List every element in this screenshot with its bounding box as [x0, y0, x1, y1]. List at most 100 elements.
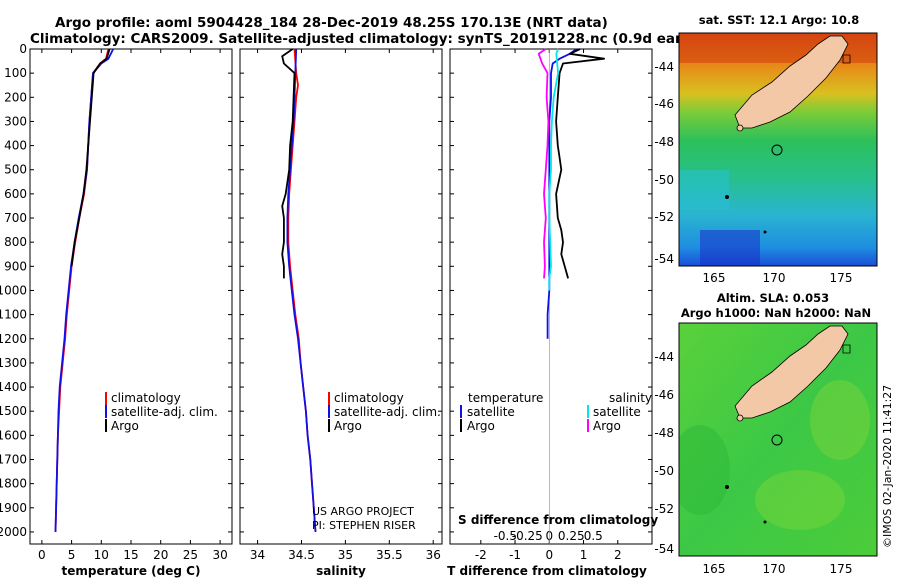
- series-line-t-satellite: [546, 48, 578, 339]
- temperature-panel: 0 5 10 15 20 25 30: [38, 48, 228, 562]
- sst-cold-patch: [700, 230, 760, 266]
- sst-lat-tick: -54: [654, 252, 674, 266]
- argo-float-location: [771, 144, 783, 156]
- x-tick-label: 15: [123, 548, 138, 562]
- sla-lat-tick: -46: [654, 388, 674, 402]
- series-line-satellite-adj-clim-: [54, 48, 115, 532]
- depth-tick-label: 1400: [0, 380, 27, 394]
- stewart-island-landmass: [736, 124, 744, 132]
- sst-lon-tick: 165: [703, 271, 726, 285]
- s-tick-label: -0.5: [494, 529, 517, 543]
- sst-lat-tick: -48: [654, 135, 674, 149]
- argo-float-location: [771, 434, 783, 446]
- legend-label-climatology: climatology: [334, 391, 404, 405]
- sla-light-patch: [810, 380, 870, 460]
- title-line-1: Argo profile: aoml 5904428_184 28-Dec-20…: [55, 15, 608, 31]
- temperature-xlabel: temperature (deg C): [62, 564, 201, 578]
- depth-tick-label: 1000: [0, 283, 27, 297]
- sst-warm-band: [679, 33, 877, 63]
- x-tick-label: -1: [509, 548, 521, 562]
- depth-tick-label: 400: [4, 139, 27, 153]
- sst-lat-tick: -44: [654, 60, 674, 74]
- x-tick-label: 1: [580, 548, 588, 562]
- legend-label-satellite: satellite-adj. clim.: [111, 405, 218, 419]
- depth-tick-label: 1500: [0, 404, 27, 418]
- x-tick-label: 34.5: [288, 548, 315, 562]
- legend-label-s-satellite: satellite: [593, 405, 641, 419]
- difference-legend: temperature salinity satellite Argo sate…: [460, 391, 652, 433]
- sst-lat-tick: -50: [654, 173, 674, 187]
- credit-pi: PI: STEPHEN RISER: [312, 519, 416, 532]
- sla-dark-patch: [679, 425, 730, 515]
- depth-tick-label: 1800: [0, 477, 27, 491]
- x-tick-label: 30: [212, 548, 227, 562]
- salinity-panel: 34 34.5 35 35.5 36: [250, 48, 441, 562]
- x-tick-label: 10: [94, 548, 109, 562]
- legend-label-satellite: satellite-adj. clim.: [334, 405, 441, 419]
- sst-field: [679, 33, 877, 266]
- sla-lat-tick: -52: [654, 502, 674, 516]
- sla-lat-tick: -54: [654, 542, 674, 556]
- sst-cyan-patch: [679, 170, 729, 210]
- sst-map: sat. SST: 12.1 Argo: 10.8 -44 -46 -48 -5…: [654, 13, 878, 285]
- sst-lon-tick: 170: [763, 271, 786, 285]
- sla-map-frame: [678, 322, 878, 557]
- legend-label-s-argo: Argo: [593, 419, 621, 433]
- x-tick-label: 25: [183, 548, 198, 562]
- depth-tick-label: 800: [4, 235, 27, 249]
- s-tick-label: 0.25: [558, 529, 585, 543]
- x-tick-label: 0: [545, 548, 553, 562]
- sst-map-title: sat. SST: 12.1 Argo: 10.8: [699, 13, 859, 27]
- x-tick-label: 34: [250, 548, 265, 562]
- series-line-s-argo: [537, 48, 550, 279]
- depth-axis: 0 100 200 300 400 500 600 700 800 900 1000 1100 1200…: [0, 42, 652, 539]
- sla-map-title: Altim. SLA: 0.053: [717, 291, 829, 305]
- depth-tick-label: 200: [4, 90, 27, 104]
- depth-tick-label: 1700: [0, 452, 27, 466]
- chatham-outline: [842, 54, 851, 64]
- sst-lat-tick: -52: [654, 210, 674, 224]
- legend-label-t-argo: Argo: [467, 419, 495, 433]
- depth-tick-label: 2000: [0, 525, 27, 539]
- series-line-satellite-adj-clim-: [286, 48, 317, 532]
- difference-panel: -2 -1 0 1 2-0.5-0.25 0 0.25 0.5: [475, 48, 622, 562]
- sla-map: Altim. SLA: 0.053 Argo h1000: NaN h2000:…: [654, 291, 878, 576]
- depth-tick-label: 1100: [0, 308, 27, 322]
- legend-label-argo: Argo: [111, 419, 139, 433]
- sla-lon-tick: 175: [830, 562, 853, 576]
- temperature-plot-frame: [29, 48, 233, 545]
- title-line-2: Climatology: CARS2009. Satellite-adjuste…: [30, 31, 713, 47]
- campbell-island: [763, 230, 767, 234]
- sla-map-subtitle: Argo h1000: NaN h2000: NaN: [681, 306, 871, 320]
- auckland-islands: [725, 195, 729, 199]
- salinity-legend: climatology satellite-adj. clim. Argo: [328, 391, 441, 433]
- sst-lat-tick: -46: [654, 97, 674, 111]
- south-island-landmass: [734, 325, 849, 419]
- depth-tick-label: 700: [4, 211, 27, 225]
- x-tick-label: 20: [153, 548, 168, 562]
- sst-lon-tick: 175: [830, 271, 853, 285]
- sla-lat-tick: -48: [654, 426, 674, 440]
- salinity-xlabel: salinity: [316, 564, 366, 578]
- x-tick-label: 35: [338, 548, 353, 562]
- x-tick-label: 0: [38, 548, 46, 562]
- depth-tick-label: 1900: [0, 501, 27, 515]
- depth-tick-label: 1600: [0, 428, 27, 442]
- depth-tick-label: 0: [19, 42, 27, 56]
- depth-tick-label: 600: [4, 187, 27, 201]
- south-island-landmass: [734, 35, 849, 129]
- series-line-climatology: [54, 48, 110, 532]
- chatham-outline: [842, 344, 851, 354]
- depth-tick-label: 500: [4, 163, 27, 177]
- sla-lon-tick: 165: [703, 562, 726, 576]
- stewart-island-landmass: [736, 414, 744, 422]
- s-difference-label: S difference from climatology: [458, 513, 658, 527]
- temperature-legend: climatology satellite-adj. clim. Argo: [105, 391, 218, 433]
- legend-label-t-satellite: satellite: [467, 405, 515, 419]
- s-tick-label: 0.5: [584, 529, 603, 543]
- difference-xlabel: T difference from climatology: [447, 564, 647, 578]
- legend-label-argo: Argo: [334, 419, 362, 433]
- x-tick-label: 35.5: [376, 548, 403, 562]
- sla-lat-tick: -44: [654, 350, 674, 364]
